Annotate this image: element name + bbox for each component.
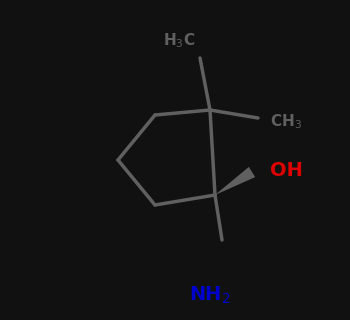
Text: H$_3$C: H$_3$C bbox=[163, 31, 195, 50]
Text: CH$_3$: CH$_3$ bbox=[270, 113, 302, 131]
Polygon shape bbox=[215, 167, 255, 195]
Text: OH: OH bbox=[270, 161, 303, 180]
Text: NH$_2$: NH$_2$ bbox=[189, 285, 231, 306]
